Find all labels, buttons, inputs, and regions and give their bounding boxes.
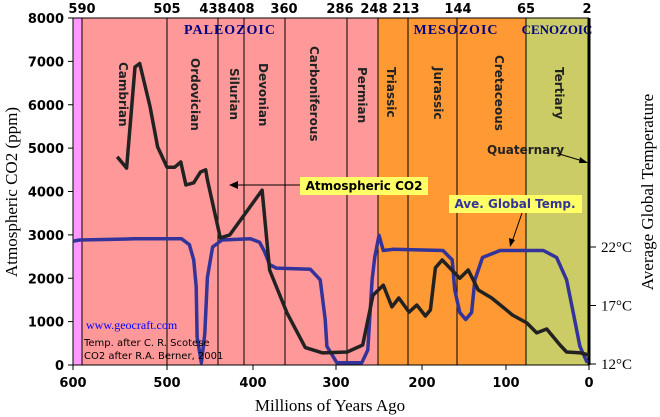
top-age-label: 286 <box>326 2 353 17</box>
y-tick-label: 3000 <box>28 229 64 244</box>
period-label: Triassic <box>384 67 398 118</box>
y-tick-label: 5000 <box>28 142 64 157</box>
credit-temp-source: Temp. after C. R. Scotese <box>83 338 210 349</box>
y-tick-label: 7000 <box>28 55 64 70</box>
y-tick-label: 4000 <box>28 186 64 201</box>
y-tick-label: 6000 <box>28 99 64 114</box>
quaternary-arrowhead <box>579 157 588 163</box>
top-age-label: 505 <box>153 2 180 17</box>
x-tick-label: 100 <box>492 376 519 391</box>
period-label: Tertiary <box>552 67 566 120</box>
era-band <box>73 18 82 365</box>
temp-label-box <box>449 195 582 213</box>
x-axis-title: Millions of Years Ago <box>255 396 405 415</box>
top-age-label: 590 <box>68 2 95 17</box>
y2-tick-label: 12°C <box>601 357 632 373</box>
top-age-label: 2 <box>582 2 591 17</box>
period-label: Ordovician <box>188 58 202 131</box>
top-age-label: 213 <box>392 2 419 17</box>
era-band <box>526 18 589 365</box>
temp-label-arrow <box>511 212 523 243</box>
co2-legend-label: Atmospheric CO2 <box>306 179 423 193</box>
x-tick-label: 0 <box>584 376 593 391</box>
y2-tick-label: 17°C <box>601 299 632 315</box>
period-label: Jurassic <box>431 66 445 120</box>
credit-website: www.geocraft.com <box>86 318 178 332</box>
x-tick-label: 600 <box>59 376 86 391</box>
period-label: Cambrian <box>116 62 130 127</box>
top-age-label: 248 <box>360 2 387 17</box>
y2-axis-title: Average Global Temperature <box>638 94 657 290</box>
temp-label-arrowhead <box>509 238 515 247</box>
y-tick-label: 1000 <box>28 316 64 331</box>
quaternary-label: Quaternary <box>487 143 564 157</box>
era-label-cenozoic: CENOZOIC <box>522 22 593 37</box>
period-label: Silurian <box>227 68 241 120</box>
x-tick-label: 300 <box>322 376 349 391</box>
period-label: Devonian <box>256 63 270 126</box>
period-label: Carboniferous <box>307 46 321 142</box>
co2-label-box <box>300 177 428 195</box>
top-age-label: 408 <box>227 2 254 17</box>
top-age-label: 65 <box>517 2 535 17</box>
x-tick-label: 200 <box>408 376 435 391</box>
co2-label-arrowhead <box>229 181 238 189</box>
top-age-label: 144 <box>444 2 471 17</box>
y2-tick-label: 22°C <box>601 240 632 256</box>
series-line-temperature <box>72 233 589 365</box>
series-line-co2 <box>115 61 590 357</box>
period-label: Cretaceous <box>492 55 506 131</box>
y-tick-label: 8000 <box>28 12 64 27</box>
era-label-paleozoic: PALEOZOIC <box>184 23 276 38</box>
x-tick-label: 400 <box>239 376 266 391</box>
temp-legend-label: Ave. Global Temp. <box>454 197 575 211</box>
y-axis-title: Atmospheric CO2 (ppm) <box>2 107 21 277</box>
top-age-label: 360 <box>270 2 297 17</box>
y-tick-label: 2000 <box>28 272 64 287</box>
era-label-mesozoic: MESOZOIC <box>413 23 498 38</box>
credit-co2-source: CO2 after R.A. Berner, 2001 <box>84 351 223 362</box>
top-age-label: 438 <box>199 2 226 17</box>
y-tick-label: 0 <box>55 359 64 374</box>
period-label: Permian <box>355 67 369 123</box>
x-tick-label: 500 <box>153 376 180 391</box>
